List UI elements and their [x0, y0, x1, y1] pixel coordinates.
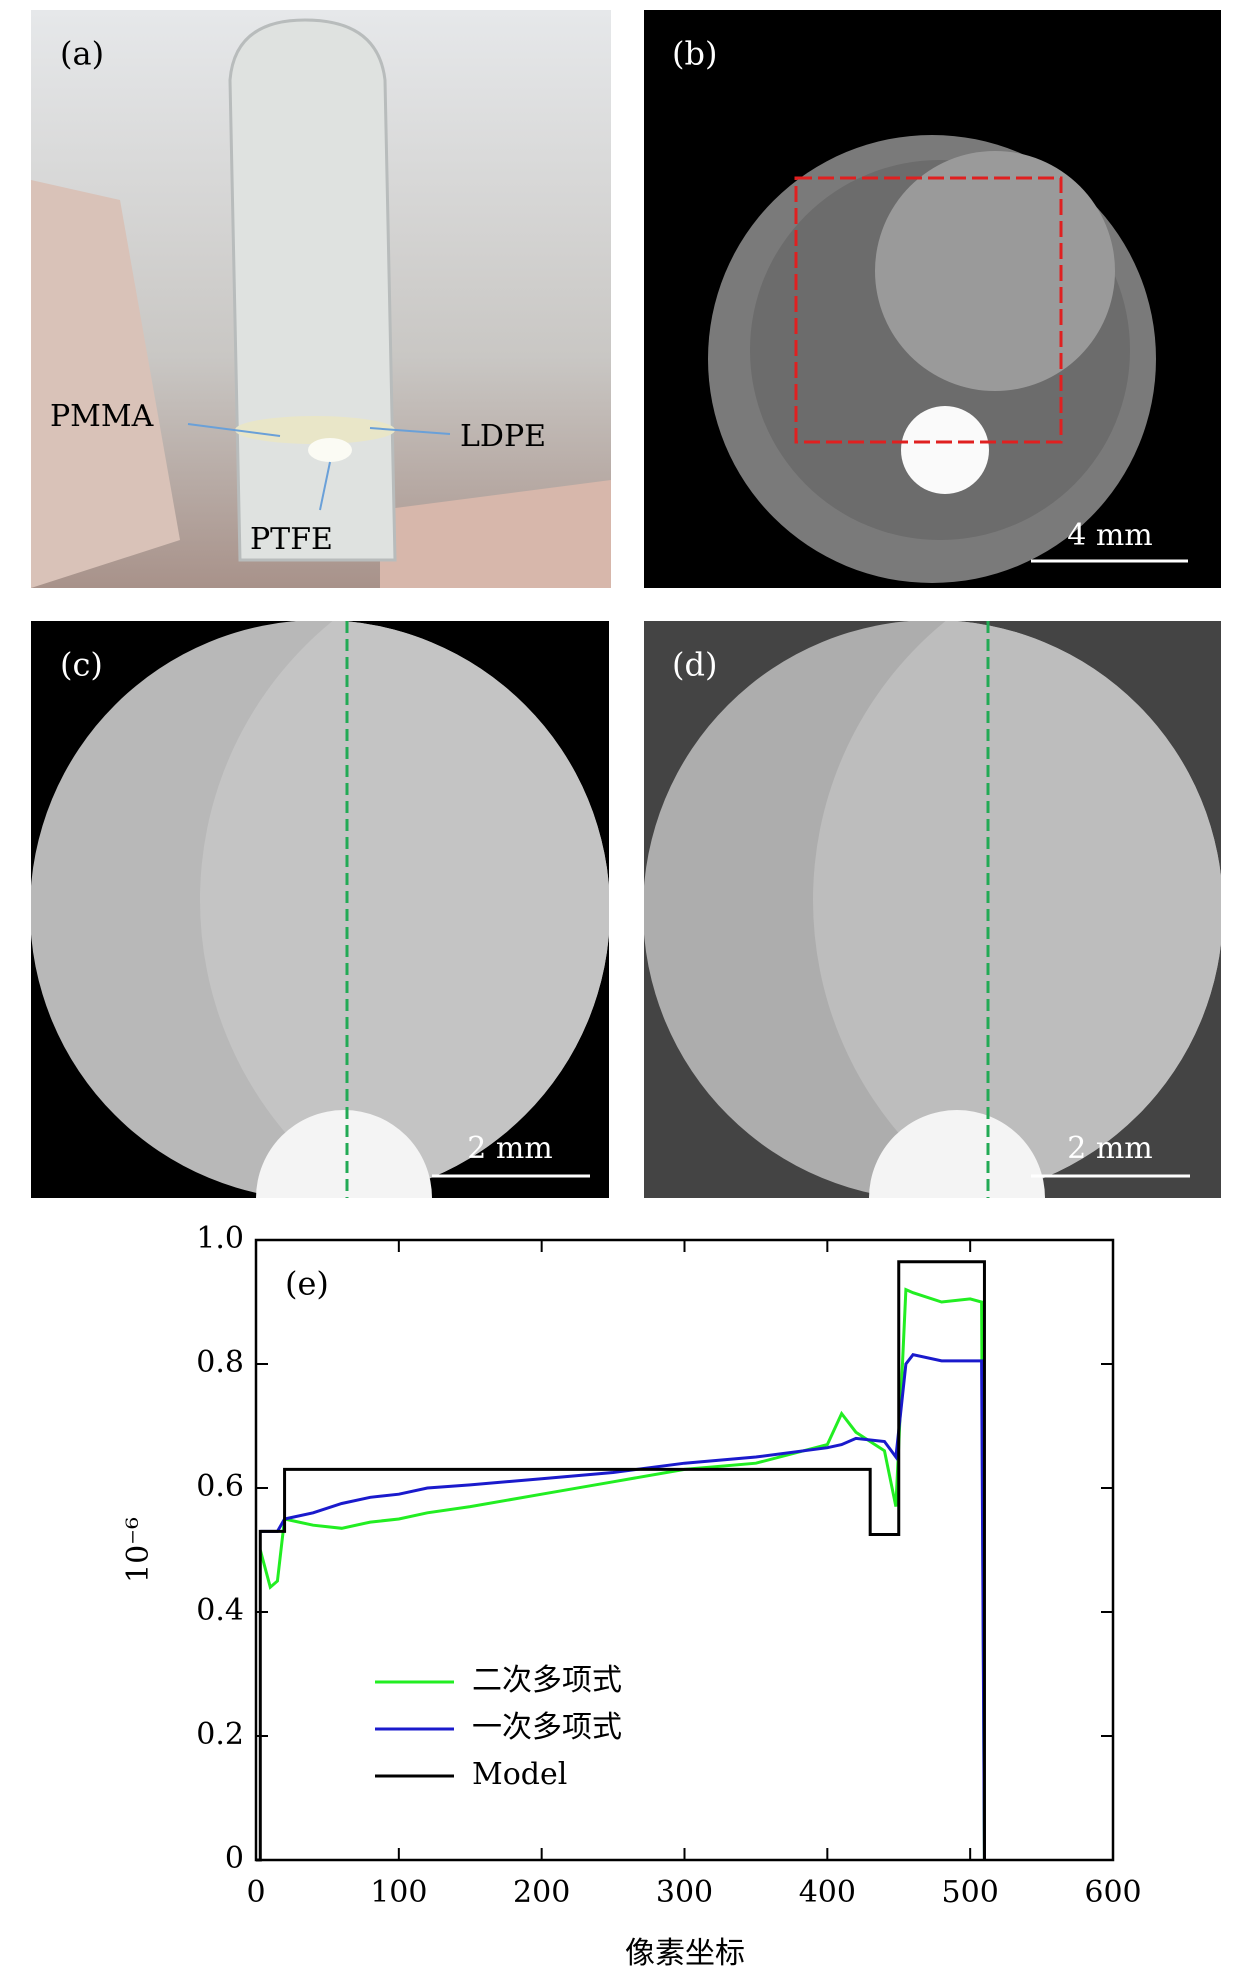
panel-a: (a) PMMA LDPE PTFE — [31, 10, 611, 588]
y-tick-label: 0.2 — [196, 1717, 244, 1752]
series-line — [258, 1287, 986, 1861]
legend-label: 二次多项式 — [472, 1663, 622, 1698]
y-tick-label: 0.4 — [196, 1593, 244, 1628]
legend-label: 一次多项式 — [472, 1710, 622, 1745]
hand — [31, 180, 180, 588]
x-tick-label: 100 — [370, 1875, 427, 1910]
series-line — [260, 1353, 986, 1861]
y-tick-label: 0.6 — [196, 1469, 244, 1504]
ptfe — [901, 406, 989, 494]
pointers — [187, 423, 451, 511]
ptfe — [256, 1110, 432, 1198]
panel-c: 2 mm (c) — [31, 621, 609, 1198]
scale-text: 2 mm — [467, 1131, 553, 1166]
y-tick-label: 1.0 — [196, 1221, 244, 1256]
legend-label: Model — [472, 1757, 567, 1792]
x-axis-label: 像素坐标 — [625, 1936, 745, 1971]
plot-frame — [254, 1238, 1115, 1862]
panel-b: 4 mm (b) — [644, 10, 1221, 588]
panel-label: (e) — [285, 1265, 329, 1303]
x-tick-label: 500 — [942, 1875, 999, 1910]
sample — [235, 416, 395, 444]
x-tick-label: 0 — [246, 1875, 265, 1910]
panel-label: (a) — [60, 35, 104, 73]
x-tick-label: 400 — [799, 1875, 856, 1910]
ldpe — [875, 151, 1115, 391]
series-line — [256, 1260, 986, 1862]
tube — [228, 18, 397, 562]
annotation: LDPE — [460, 419, 546, 454]
panel-label: (c) — [60, 646, 103, 684]
annotation: PMMA — [50, 399, 154, 434]
scale-text: 4 mm — [1067, 518, 1153, 553]
ptfe — [869, 1110, 1045, 1198]
roi — [794, 176, 1063, 444]
x-tick-label: 200 — [513, 1875, 570, 1910]
ldpe — [813, 621, 1221, 1198]
x-tick-label: 300 — [656, 1875, 713, 1910]
scale-text: 2 mm — [1067, 1131, 1153, 1166]
x-tick-label: 600 — [1084, 1875, 1141, 1910]
panel-label: (d) — [672, 646, 717, 684]
annotation: PTFE — [250, 522, 333, 557]
panel-label: (b) — [672, 35, 717, 73]
chart: (e) 像素坐标 10⁻⁶ 0 100 200 300 400 500 600 0 0.2 0.4… — [121, 1221, 1142, 1971]
y-tick-label: 0.8 — [196, 1345, 244, 1380]
panel-d: 2 mm (d) — [644, 621, 1221, 1198]
hand — [380, 480, 611, 588]
ldpe — [200, 621, 609, 1198]
y-tick-label: 0 — [225, 1841, 244, 1876]
sample — [308, 438, 352, 462]
y-axis-label: 10⁻⁶ — [121, 1517, 156, 1583]
